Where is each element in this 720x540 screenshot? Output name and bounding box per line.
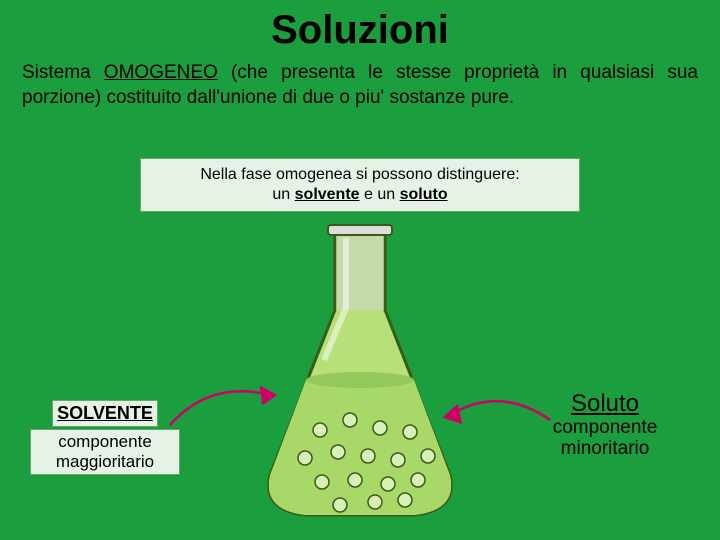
subtitle-key: OMOGENEO (104, 62, 218, 83)
flask-diagram (250, 220, 470, 520)
info-soluto: soluto (400, 186, 448, 203)
info-line1: Nella fase omogenea si possono distingue… (200, 166, 519, 183)
bubble (348, 473, 362, 487)
bubble (361, 449, 375, 463)
subtitle-pre: Sistema (22, 62, 104, 83)
page-title: Soluzioni (0, 0, 720, 53)
bubble (333, 498, 347, 512)
bubble (381, 477, 395, 491)
liquid-surface (306, 372, 414, 388)
solvente-desc: componente maggioritario (30, 429, 180, 475)
info-un: un (272, 186, 294, 203)
bubble (313, 423, 327, 437)
soluto-box: Soluto componente minoritario (520, 390, 690, 460)
info-box: Nella fase omogenea si possono distingue… (140, 158, 580, 212)
bubble (343, 413, 357, 427)
flask-lip (328, 225, 392, 235)
info-solvente: solvente (295, 186, 360, 203)
solvente-box: SOLVENTE componente maggioritario (30, 400, 180, 475)
flask-liquid (269, 380, 452, 515)
bubble (398, 493, 412, 507)
solvente-label: SOLVENTE (52, 400, 158, 427)
subtitle: Sistema OMOGENEO (che presenta le stesse… (0, 53, 720, 110)
bubble (315, 475, 329, 489)
bubble (391, 453, 405, 467)
soluto-label: Soluto (520, 390, 690, 418)
soluto-desc: componente minoritario (520, 418, 690, 460)
flask-svg (250, 220, 470, 520)
bubble (411, 473, 425, 487)
bubble (373, 421, 387, 435)
info-mid: e un (360, 186, 400, 203)
bubble (298, 451, 312, 465)
bubble (368, 495, 382, 509)
bubble (403, 425, 417, 439)
bubble (421, 449, 435, 463)
bubble (331, 445, 345, 459)
